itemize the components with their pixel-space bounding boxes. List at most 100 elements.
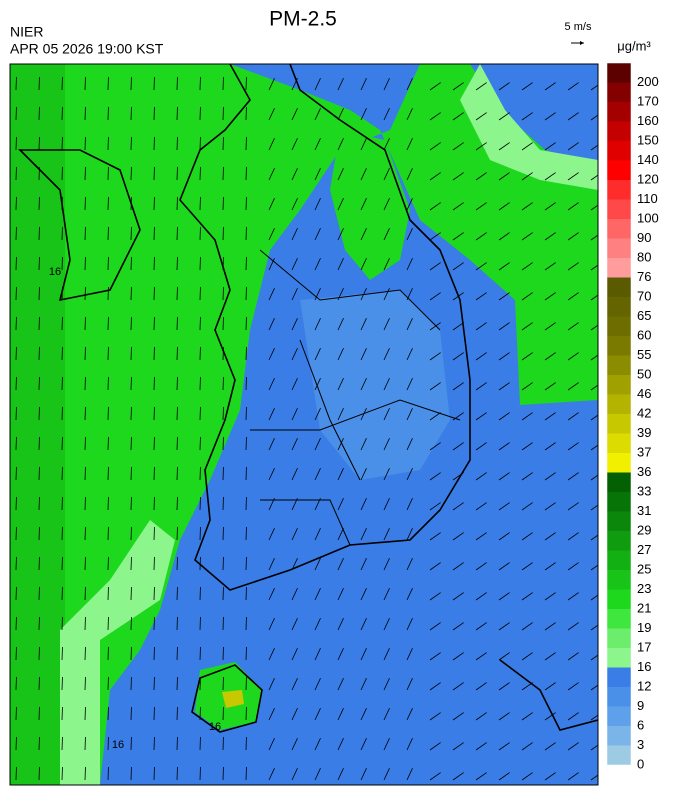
wind-arrow (268, 768, 275, 781)
wind-arrow (475, 742, 487, 751)
wind-arrow (314, 228, 321, 241)
colorbar-swatch (607, 375, 631, 395)
wind-arrow (291, 378, 298, 391)
colorbar-label: 70 (637, 288, 651, 303)
colorbar-swatch (607, 433, 631, 453)
wind-arrow (383, 528, 390, 541)
wind-arrow (406, 228, 413, 241)
wind-arrow (475, 682, 487, 691)
wind-arrow (544, 412, 556, 421)
wind-arrow (521, 292, 533, 301)
wind-arrow (429, 82, 441, 91)
colorbar-label: 150 (637, 132, 659, 147)
wind-arrow (337, 78, 344, 91)
wind-arrow (544, 262, 556, 271)
contour-label: 16 (209, 721, 221, 733)
wind-arrow (429, 502, 441, 511)
wind-arrow (429, 622, 441, 631)
colorbar-label: 65 (637, 308, 651, 323)
wind-arrow (360, 228, 367, 241)
wind-arrow (291, 648, 298, 661)
wind-arrow (383, 198, 390, 211)
wind-arrow (498, 502, 510, 511)
wind-arrow (475, 712, 487, 721)
wind-arrow (360, 108, 367, 121)
wind-arrow (521, 712, 533, 721)
wind-arrow (521, 442, 533, 451)
coastline (179, 64, 471, 591)
colorbar-frame (606, 62, 632, 766)
colorbar-label: 140 (637, 152, 659, 167)
wind-arrow (406, 288, 413, 301)
wind-arrow (567, 772, 579, 781)
wind-arrow (268, 288, 275, 301)
wind-arrow (590, 144, 598, 151)
colorbar-label: 23 (637, 581, 651, 596)
wind-arrow (498, 742, 510, 751)
wind-arrow (429, 322, 441, 331)
wind-arrow (406, 408, 413, 421)
wind-arrow (521, 322, 533, 331)
wind-arrow (498, 382, 510, 391)
wind-arrow (475, 322, 487, 331)
wind-arrow (383, 768, 390, 781)
wind-arrow (406, 738, 413, 751)
wind-arrow (590, 264, 598, 271)
colorbar-label: 50 (637, 366, 651, 381)
wind-arrow (452, 112, 464, 121)
wind-arrow (567, 352, 579, 361)
wind-arrow (429, 172, 441, 181)
colorbar-swatch (607, 180, 631, 200)
colorbar-swatch (607, 531, 631, 551)
wind-arrow (521, 502, 533, 511)
wind-arrow (498, 772, 510, 781)
colorbar-label: 46 (637, 386, 651, 401)
colorbar-swatch (607, 492, 631, 512)
wind-arrow (521, 352, 533, 361)
colorbar-swatch (607, 297, 631, 317)
wind-arrow (498, 82, 510, 91)
wind-arrow (475, 622, 487, 631)
wind-arrow (360, 198, 367, 211)
wind-arrow (383, 438, 390, 451)
wind-arrow (429, 352, 441, 361)
wind-arrow (429, 472, 441, 481)
wind-arrow (268, 108, 275, 121)
wind-arrow (475, 142, 487, 151)
wind-arrow (406, 438, 413, 451)
wind-arrow (567, 322, 579, 331)
colorbar-swatch (607, 667, 631, 687)
wind-arrow (567, 712, 579, 721)
wind-arrow (314, 588, 321, 601)
colorbar-label: 36 (637, 464, 651, 479)
wind-arrow (452, 562, 464, 571)
colorbar-swatch (607, 160, 631, 180)
wind-arrow (567, 652, 579, 661)
wind-arrow (452, 292, 464, 301)
wind-arrow (590, 564, 598, 571)
wind-arrow (383, 408, 390, 421)
wind-arrow (544, 742, 556, 751)
wind-arrow (452, 472, 464, 481)
wind-arrow (337, 678, 344, 691)
wind-arrow (337, 708, 344, 721)
wind-arrow (337, 588, 344, 601)
wind-arrow (590, 534, 598, 541)
wind-arrow (498, 652, 510, 661)
wind-arrow (406, 318, 413, 331)
wind-arrow (429, 592, 441, 601)
colorbar-label: 0 (637, 756, 644, 771)
wind-arrow (498, 322, 510, 331)
wind-arrow (429, 742, 441, 751)
colorbar-label: 21 (637, 600, 651, 615)
colorbar-swatch (607, 238, 631, 258)
wind-arrow (590, 654, 598, 661)
wind-arrow (475, 592, 487, 601)
wind-arrow (406, 108, 413, 121)
wind-arrow (590, 234, 598, 241)
wind-arrow (291, 468, 298, 481)
wind-arrow (567, 262, 579, 271)
wind-arrow (360, 318, 367, 331)
colorbar-swatch (607, 570, 631, 590)
